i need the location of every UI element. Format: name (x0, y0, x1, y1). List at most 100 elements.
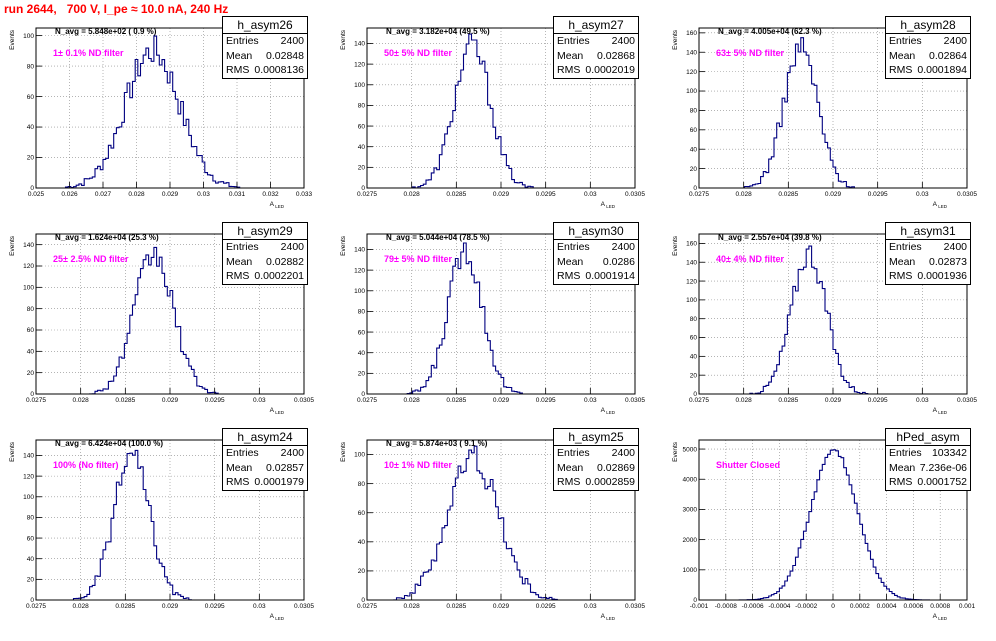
stats-value: 0.02869 (597, 461, 635, 474)
x-tick-label: 0.0285 (115, 603, 135, 610)
x-tick-label: 0.0305 (625, 191, 645, 198)
y-axis-title: Events (9, 441, 16, 462)
stats-box-histogram-name: h_asym26 (223, 17, 307, 34)
x-tick-label: 0.0285 (446, 191, 466, 198)
x-tick-label: 0.0008 (930, 603, 950, 610)
y-tick-label: 140 (354, 247, 365, 254)
x-tick-label: 0 (831, 603, 835, 610)
stats-row-mean: Mean 0.02864 (886, 49, 970, 64)
stats-row-rms: RMS 0.0001979 (223, 475, 307, 490)
y-tick-label: 100 (23, 285, 34, 292)
stats-row-mean: Mean 0.02857 (223, 461, 307, 476)
y-tick-label: 20 (690, 372, 698, 379)
y-tick-label: 1000 (683, 567, 698, 574)
stats-value: 0.02848 (266, 49, 304, 62)
x-tick-label: 0.029 (825, 191, 842, 198)
stats-row-rms: RMS 0.0008136 (223, 63, 307, 78)
filter-annotation: 1± 0.1% ND filter (53, 48, 124, 58)
stats-box: hPed_asym Entries 103342 Mean 7.236e-06 RMS 0.… (885, 428, 971, 491)
x-tick-label: 0.0006 (903, 603, 923, 610)
y-tick-label: 80 (27, 63, 35, 70)
stats-value: 2400 (611, 241, 635, 253)
y-tick-label: 100 (686, 88, 697, 95)
y-tick-label: 0 (693, 597, 697, 604)
stats-box: h_asym26 Entries 2400 Mean 0.02848 RMS 0.00081… (222, 16, 308, 79)
navg-label: N_avg = 3.182e+04 (49.5 %) (386, 27, 490, 36)
y-tick-label: 0 (361, 391, 365, 398)
stats-key: Entries (557, 241, 590, 253)
x-tick-label: 0.0285 (446, 603, 466, 610)
stats-row-mean: Mean 0.02848 (223, 49, 307, 64)
stats-box: h_asym27 Entries 2400 Mean 0.02868 RMS 0.00020… (553, 16, 639, 79)
histogram-svg: 0.0275 0.028 0.0285 0.029 0.0295 0.03 0.0305 0 2… (340, 439, 645, 621)
x-tick-label: 0.0275 (357, 603, 377, 610)
x-tick-label: 0.001 (959, 603, 976, 610)
stats-row-entries: Entries 2400 (223, 446, 307, 461)
y-tick-label: 2000 (683, 537, 698, 544)
histogram-panel-h_asym24: 0.0275 0.028 0.0285 0.029 0.0295 0.03 0.0305 0 2… (0, 428, 330, 636)
x-tick-label: 0.029 (162, 603, 179, 610)
filter-annotation: 100% (No filter) (53, 460, 119, 470)
filter-annotation: 40± 4% ND filter (716, 254, 784, 264)
stats-key: Entries (557, 35, 590, 47)
x-tick-label: 0.0305 (625, 397, 645, 404)
y-tick-label: 80 (358, 481, 366, 488)
histogram-panel-h_asym27: 0.0275 0.028 0.0285 0.029 0.0295 0.03 0.0305 0 2… (331, 16, 661, 224)
y-tick-label: 20 (27, 577, 35, 584)
histogram-panel-hPed_asym: -0.001 -0.0008 -0.0006 -0.0004 -0.0002 0 0.000… (663, 428, 993, 636)
x-axis-title: A LED (601, 613, 616, 621)
x-tick-label: 0.025 (28, 191, 45, 198)
x-tick-label: 0.03 (584, 397, 597, 404)
stats-row-mean: Mean 0.0286 (554, 255, 638, 270)
y-tick-label: 0 (30, 597, 34, 604)
x-tick-label: 0.0295 (536, 397, 556, 404)
x-tick-label: 0.0295 (536, 603, 556, 610)
navg-label: N_avg = 4.005e+04 (62.3 %) (718, 27, 822, 36)
x-tick-label: -0.0006 (742, 603, 764, 610)
y-tick-label: 100 (23, 494, 34, 501)
stats-value: 2400 (280, 241, 304, 253)
x-tick-label: 0.0295 (868, 191, 888, 198)
y-tick-label: 0 (361, 185, 365, 192)
y-tick-label: 80 (690, 316, 698, 323)
x-tick-label: -0.0008 (715, 603, 737, 610)
stats-value: 0.02857 (266, 461, 304, 474)
stats-row-rms: RMS 0.0001914 (554, 269, 638, 284)
stats-box-histogram-name: hPed_asym (886, 429, 970, 446)
x-tick-label: 0.027 (95, 191, 112, 198)
y-tick-label: 0 (30, 185, 34, 192)
x-tick-label: -0.0004 (768, 603, 790, 610)
stats-row-mean: Mean 0.02868 (554, 49, 638, 64)
navg-label: N_avg = 5.848e+02 ( 0.9 %) (55, 27, 157, 36)
y-tick-label: 40 (690, 354, 698, 361)
x-tick-label: 0.0004 (877, 603, 897, 610)
stats-row-mean: Mean 7.236e-06 (886, 461, 970, 476)
histogram-panel-h_asym25: 0.0275 0.028 0.0285 0.029 0.0295 0.03 0.0305 0 2… (331, 428, 661, 636)
x-tick-label: 0.029 (162, 397, 179, 404)
y-tick-label: 80 (27, 306, 35, 313)
y-tick-label: 20 (358, 568, 366, 575)
x-tick-label: 0.028 (73, 397, 90, 404)
x-axis-title: A LED (933, 201, 948, 209)
stats-box-histogram-name: h_asym30 (554, 223, 638, 240)
y-tick-label: 120 (686, 69, 697, 76)
stats-key: RMS (226, 476, 250, 488)
stats-key: Mean (889, 255, 916, 268)
stats-row-rms: RMS 0.0002201 (223, 269, 307, 284)
y-tick-label: 140 (23, 453, 34, 460)
navg-label: N_avg = 1.624e+04 (25.3 %) (55, 233, 159, 242)
navg-label: N_avg = 5.044e+04 (78.5 %) (386, 233, 490, 242)
stats-row-entries: Entries 2400 (554, 446, 638, 461)
y-tick-label: 100 (354, 82, 365, 89)
x-tick-label: 0.0305 (957, 397, 977, 404)
stats-value: 0.0002019 (585, 64, 635, 76)
stats-row-entries: Entries 2400 (554, 34, 638, 49)
y-tick-label: 0 (693, 391, 697, 398)
stats-value: 2400 (611, 35, 635, 47)
x-axis-title: A LED (270, 407, 285, 415)
stats-value: 103342 (931, 447, 967, 459)
y-tick-label: 140 (23, 242, 34, 249)
histogram-svg: 0.0275 0.028 0.0285 0.029 0.0295 0.03 0.0305 0 2… (340, 233, 645, 415)
x-tick-label: 0.0305 (957, 191, 977, 198)
stats-row-rms: RMS 0.0001752 (886, 475, 970, 490)
